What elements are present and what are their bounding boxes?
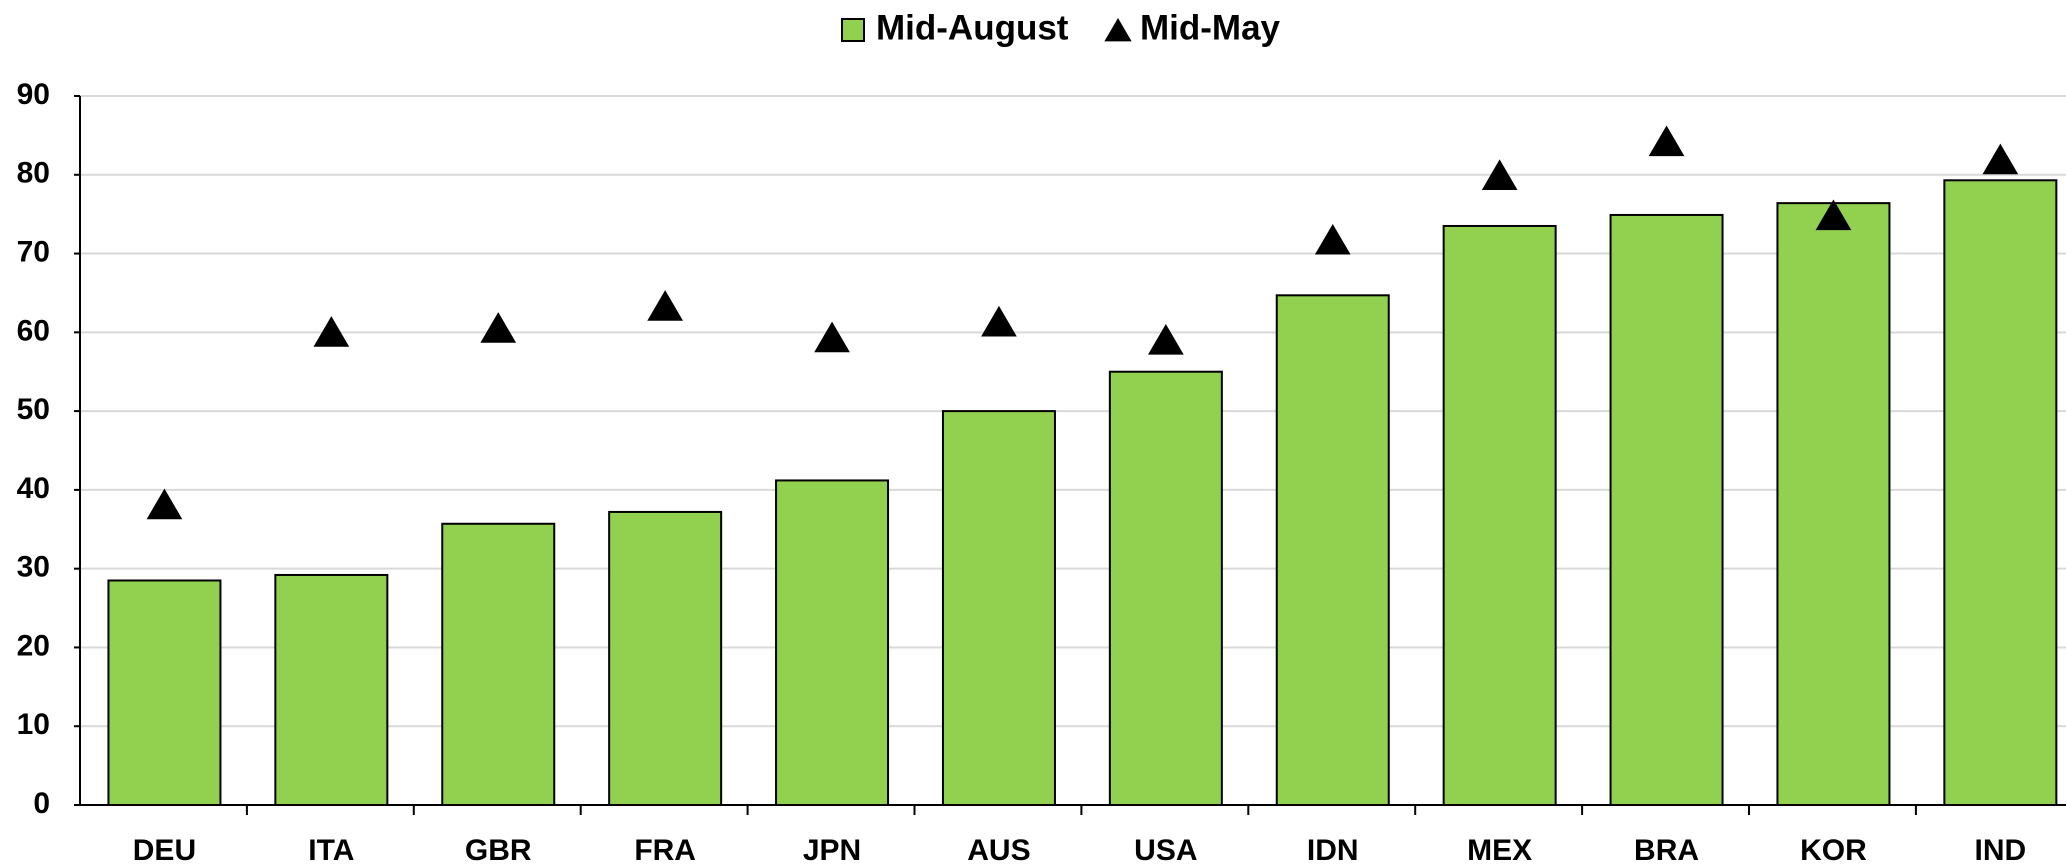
bar [1776,202,1891,807]
x-tick-label: BRA [1634,834,1699,867]
marker [1648,125,1685,157]
bar [1442,224,1557,806]
marker [1314,223,1351,255]
bar [1275,294,1390,806]
y-tick-label: 20 [17,629,50,662]
x-tick-label: IDN [1307,834,1359,867]
marker [480,312,517,343]
y-tick-label: 90 [17,78,50,111]
y-tick-label: 40 [17,472,50,505]
y-tick-label: 70 [17,235,50,268]
x-tick-label: ITA [308,834,354,867]
bar [1108,370,1223,806]
y-tick-label: 50 [17,393,50,426]
x-tick-label: IND [1975,834,2027,867]
bar [775,479,890,806]
y-tick-label: 10 [17,708,50,741]
bar [608,510,723,806]
legend-marker [1104,18,1132,42]
bar [941,410,1056,806]
x-tick-label: DEU [133,834,196,867]
marker [1481,159,1518,190]
x-tick-label: USA [1134,834,1197,867]
y-tick-label: 60 [17,314,50,347]
marker [146,488,183,520]
marker [313,316,350,347]
bar [1609,213,1724,806]
x-tick-label: AUS [967,834,1030,867]
marker [981,305,1017,337]
x-tick-label: GBR [465,834,532,867]
bar [274,573,389,806]
x-tick-label: JPN [803,834,861,867]
y-tick-label: 0 [33,787,50,820]
y-tick-label: 30 [17,551,50,584]
bar [441,522,556,806]
x-tick-label: KOR [1800,834,1867,867]
legend-label: Mid-August [876,8,1069,47]
legend-marker [841,18,865,42]
bar [107,579,222,806]
x-tick-label: FRA [634,834,696,867]
marker [1982,143,2019,175]
marker [1148,323,1184,355]
bar [1943,179,2058,806]
marker [1815,199,1852,231]
marker [814,321,850,353]
x-tick-label: MEX [1467,834,1532,867]
marker [647,290,683,321]
legend-label: Mid-May [1140,8,1281,47]
y-tick-label: 80 [17,157,50,190]
